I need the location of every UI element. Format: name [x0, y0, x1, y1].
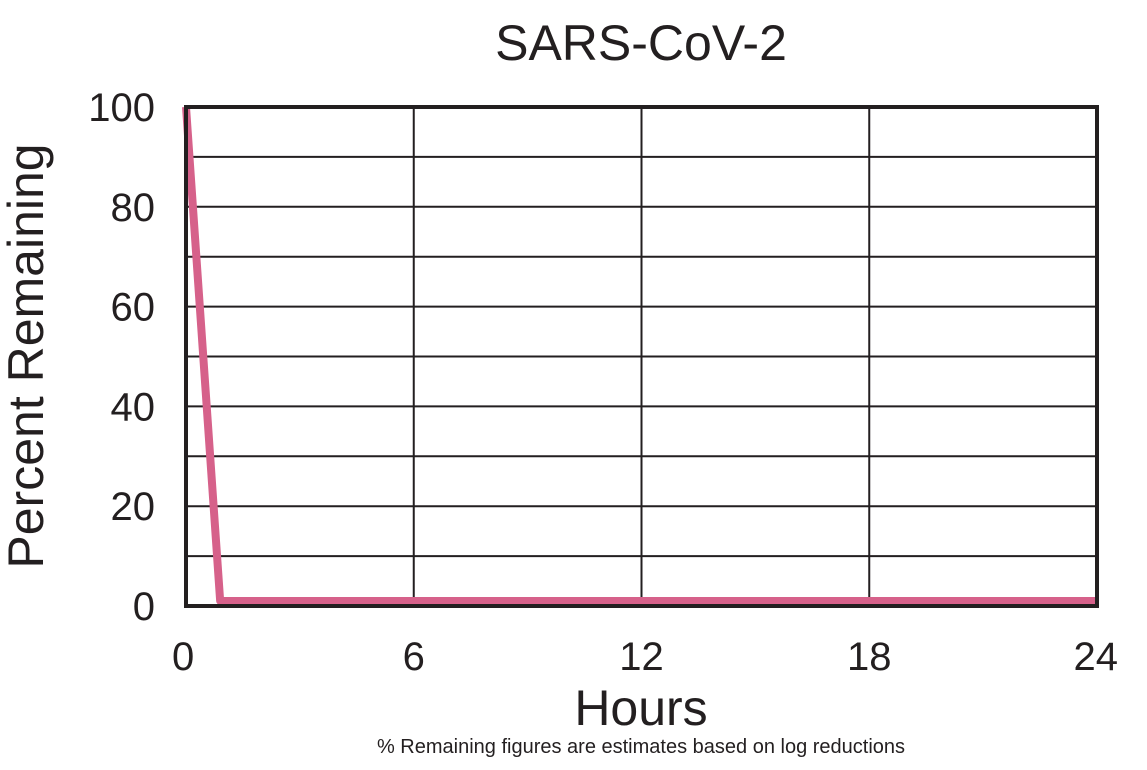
chart-title: SARS-CoV-2 — [495, 15, 787, 71]
y-tick-label: 20 — [111, 485, 156, 529]
y-axis-ticks: 0 20 40 60 80 100 — [88, 86, 155, 629]
series-line — [182, 106, 1097, 606]
x-tick-label: 24 — [1074, 635, 1119, 679]
x-tick-label: 12 — [619, 635, 664, 679]
x-axis-label: Hours — [574, 680, 707, 736]
x-axis-ticks: 0 6 12 18 24 — [172, 635, 1118, 679]
x-tick-label: 6 — [403, 635, 425, 679]
grid — [186, 107, 1097, 606]
x-tick-label: 0 — [172, 635, 194, 679]
y-axis-label: Percent Remaining — [0, 143, 54, 568]
footnote: % Remaining figures are estimates based … — [377, 736, 905, 758]
y-tick-label: 40 — [111, 385, 156, 429]
y-tick-label: 60 — [111, 286, 156, 330]
series-layer — [182, 106, 1097, 606]
y-tick-label: 0 — [133, 585, 155, 629]
plot-frame — [184, 105, 1099, 608]
y-tick-label: 80 — [111, 186, 156, 230]
y-tick-label: 100 — [88, 86, 155, 130]
x-tick-label: 18 — [847, 635, 892, 679]
